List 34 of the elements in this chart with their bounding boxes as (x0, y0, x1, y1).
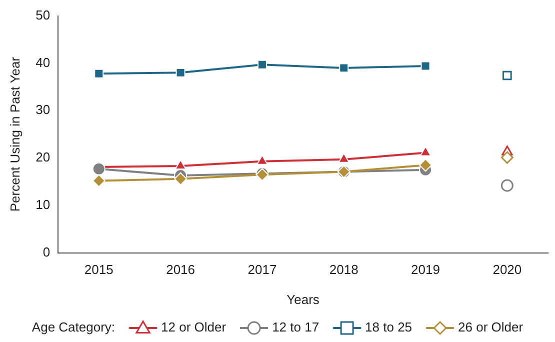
point (339, 63, 349, 73)
x-axis-title: Years (286, 292, 320, 307)
x-tick-label: 2020 (492, 262, 522, 278)
y-tick-label: 40 (36, 54, 50, 70)
x-tick-label: 2015 (84, 262, 114, 278)
y-tick-label: 0 (42, 244, 50, 260)
point (92, 174, 106, 188)
point (419, 158, 432, 172)
point (502, 70, 512, 80)
point (174, 172, 188, 186)
legend-label: 18 to 25 (365, 320, 412, 335)
y-tick-label: 50 (36, 7, 50, 22)
legend-label: 12 to 17 (272, 320, 320, 335)
x-tick-label: 2019 (411, 262, 440, 278)
point (256, 154, 268, 165)
y-tick-label: 20 (36, 150, 50, 165)
y-tick-label: 10 (36, 196, 50, 212)
point (94, 68, 104, 78)
point (420, 61, 430, 71)
y-axis-title: Percent Using in Past Year (7, 56, 22, 212)
point (420, 146, 432, 156)
legend-label: 26 or Older (458, 320, 524, 335)
point (92, 162, 106, 176)
point (176, 68, 186, 78)
legend-label: 12 or Older (161, 320, 227, 335)
point (174, 160, 186, 170)
point (257, 60, 267, 70)
x-tick-label: 2016 (166, 262, 196, 278)
x-tick-label: 2017 (248, 262, 277, 278)
point (500, 151, 514, 164)
y-tick-label: 30 (36, 102, 50, 118)
legend-title: Age Category: (32, 320, 116, 335)
point (500, 179, 514, 192)
x-tick-label: 2018 (329, 262, 358, 278)
